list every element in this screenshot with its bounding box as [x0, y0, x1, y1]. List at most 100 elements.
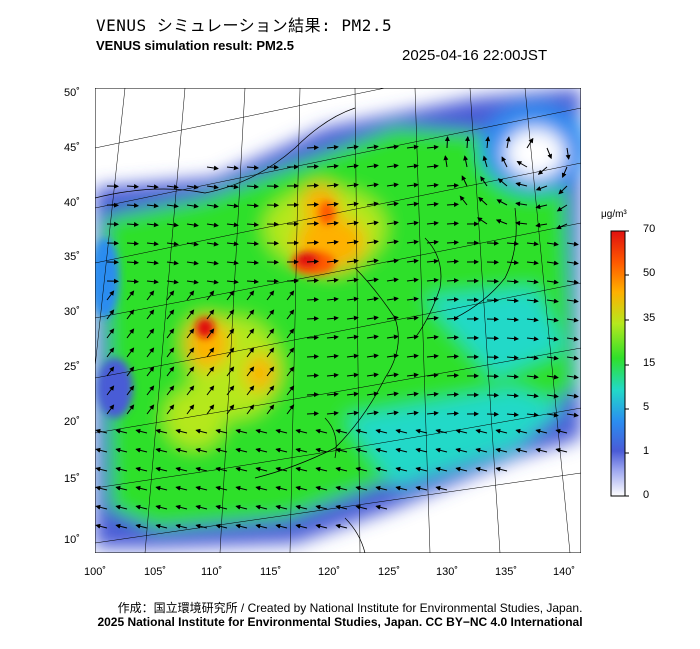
wind-arrow — [126, 290, 135, 301]
wind-arrow — [546, 147, 552, 160]
wind-arrow — [175, 485, 188, 491]
wind-arrow — [166, 260, 179, 266]
wind-arrow — [255, 466, 268, 472]
wind-arrow — [295, 428, 308, 434]
wind-arrow — [215, 523, 228, 529]
wind-arrow — [346, 182, 359, 188]
wind-arrow — [546, 336, 559, 342]
wind-arrow — [286, 309, 295, 320]
wind-arrow — [386, 277, 399, 283]
wind-arrow — [566, 355, 579, 361]
wind-arrow — [266, 404, 275, 415]
wind-arrow — [506, 241, 519, 247]
wind-arrow — [126, 279, 139, 285]
wind-arrow — [215, 466, 228, 472]
wind-arrow — [175, 504, 188, 510]
wind-arrow — [446, 278, 459, 284]
wind-arrow — [556, 223, 568, 230]
wind-arrow — [395, 428, 408, 434]
wind-arrow — [406, 163, 419, 169]
wind-arrow — [235, 523, 248, 529]
wind-arrow — [366, 296, 379, 302]
colorbar-tick-35: 35 — [643, 312, 656, 324]
wind-arrow — [497, 178, 508, 187]
wind-arrow — [95, 447, 108, 453]
wind-arrow — [346, 163, 359, 169]
wind-arrow — [135, 485, 148, 491]
wind-arrow — [415, 466, 428, 472]
wind-arrow — [386, 410, 399, 416]
wind-arrow — [246, 385, 255, 396]
wind-arrow — [556, 204, 568, 212]
wind-arrow — [426, 182, 439, 188]
wind-arrow — [406, 334, 419, 340]
wind-arrow — [478, 196, 488, 206]
wind-arrow — [106, 328, 115, 339]
wind-arrow — [186, 279, 199, 285]
wind-arrow — [226, 366, 235, 377]
wind-arrow — [295, 447, 308, 453]
wind-arrow — [506, 412, 519, 418]
wind-arrow — [166, 404, 175, 415]
wind-arrow — [186, 222, 199, 228]
wind-arrow — [495, 447, 508, 453]
wind-arrow — [246, 241, 259, 247]
wind-arrow — [246, 222, 259, 228]
wind-arrow — [115, 428, 128, 434]
wind-arrow — [465, 136, 471, 149]
wind-arrow — [166, 279, 179, 285]
wind-arrow — [335, 428, 348, 434]
wind-arrow — [386, 353, 399, 359]
wind-arrow — [565, 147, 571, 160]
wind-arrow — [326, 315, 339, 321]
wind-arrow — [406, 277, 419, 283]
title-english: VENUS simulation result: PM2.5 — [96, 38, 294, 53]
wind-arrow — [206, 222, 219, 228]
wind-arrow — [386, 182, 399, 188]
wind-arrow — [266, 385, 275, 396]
wind-arrow — [306, 221, 319, 227]
wind-arrow — [126, 366, 135, 377]
wind-arrow — [106, 385, 115, 396]
wind-arrow — [146, 347, 155, 358]
pm25-map — [94, 87, 582, 554]
wind-arrow — [246, 165, 259, 171]
wind-arrow — [126, 328, 135, 339]
wind-arrow — [515, 428, 528, 434]
wind-arrow — [346, 391, 359, 397]
wind-arrow — [426, 410, 439, 416]
wind-arrow — [155, 523, 168, 529]
wind-arrow — [477, 217, 488, 225]
wind-arrow — [555, 428, 568, 434]
wind-arrow — [415, 485, 428, 491]
colorbar-tick-5: 5 — [643, 401, 650, 413]
colorbar-tick-0: 0 — [643, 489, 650, 501]
wind-arrow — [535, 428, 548, 434]
wind-arrow — [475, 466, 488, 472]
wind-arrow — [546, 279, 559, 285]
wind-arrow — [306, 316, 319, 322]
wind-arrow — [306, 354, 319, 360]
wind-arrow — [235, 428, 248, 434]
wind-arrow — [246, 328, 255, 339]
wind-arrow — [166, 241, 179, 247]
wind-arrow — [186, 260, 199, 266]
wind-arrow — [226, 404, 235, 415]
wind-arrow — [346, 220, 359, 226]
wind-arrow — [235, 466, 248, 472]
wind-arrow — [215, 447, 228, 453]
wind-arrow — [306, 335, 319, 341]
wind-arrow — [146, 260, 159, 266]
wind-arrow — [315, 428, 328, 434]
wind-arrow — [537, 166, 548, 175]
wind-arrow — [226, 222, 239, 228]
wind-arrow — [166, 222, 179, 228]
wind-arrow — [206, 404, 215, 415]
lat-label-50: 50˚ — [64, 87, 80, 99]
wind-arrow — [186, 290, 195, 301]
wind-arrow — [126, 241, 139, 247]
wind-arrow — [446, 316, 459, 322]
wind-arrow — [146, 279, 159, 285]
wind-arrow — [155, 504, 168, 510]
wind-arrow — [435, 466, 448, 472]
